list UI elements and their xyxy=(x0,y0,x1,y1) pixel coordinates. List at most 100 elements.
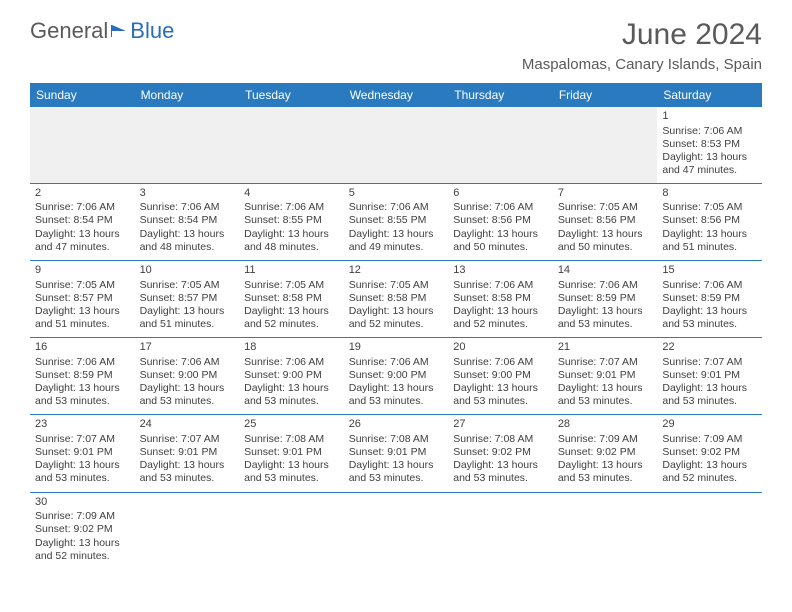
logo-text-general: General xyxy=(30,18,108,44)
sun-info: Sunrise: 7:08 AMSunset: 9:01 PMDaylight:… xyxy=(244,433,339,486)
day-number: 7 xyxy=(558,187,653,201)
calendar-day-cell: 13Sunrise: 7:06 AMSunset: 8:58 PMDayligh… xyxy=(448,260,553,337)
calendar-day-cell: 5Sunrise: 7:06 AMSunset: 8:55 PMDaylight… xyxy=(344,183,449,260)
day-number: 26 xyxy=(349,418,444,432)
sun-info: Sunrise: 7:06 AMSunset: 8:54 PMDaylight:… xyxy=(35,201,130,254)
calendar-day-cell xyxy=(344,492,449,569)
sun-info: Sunrise: 7:06 AMSunset: 9:00 PMDaylight:… xyxy=(349,356,444,409)
calendar-day-cell: 20Sunrise: 7:06 AMSunset: 9:00 PMDayligh… xyxy=(448,338,553,415)
day-number: 1 xyxy=(662,110,757,124)
sun-info: Sunrise: 7:06 AMSunset: 8:54 PMDaylight:… xyxy=(140,201,235,254)
weekday-header-row: Sunday Monday Tuesday Wednesday Thursday… xyxy=(30,83,762,107)
calendar-week-row: 2Sunrise: 7:06 AMSunset: 8:54 PMDaylight… xyxy=(30,183,762,260)
calendar-day-cell: 25Sunrise: 7:08 AMSunset: 9:01 PMDayligh… xyxy=(239,415,344,492)
calendar-week-row: 1Sunrise: 7:06 AMSunset: 8:53 PMDaylight… xyxy=(30,107,762,183)
calendar-day-cell xyxy=(135,492,240,569)
calendar-week-row: 9Sunrise: 7:05 AMSunset: 8:57 PMDaylight… xyxy=(30,260,762,337)
day-number: 24 xyxy=(140,418,235,432)
day-number: 14 xyxy=(558,264,653,278)
calendar-day-cell: 18Sunrise: 7:06 AMSunset: 9:00 PMDayligh… xyxy=(239,338,344,415)
day-number: 21 xyxy=(558,341,653,355)
day-number: 27 xyxy=(453,418,548,432)
calendar-day-cell: 29Sunrise: 7:09 AMSunset: 9:02 PMDayligh… xyxy=(657,415,762,492)
day-number: 3 xyxy=(140,187,235,201)
calendar-week-row: 23 Sunrise: 7:07 AMSunset: 9:01 PMDayligh… xyxy=(30,415,762,492)
sun-info: Sunrise: 7:07 AMSunset: 9:01 PMDaylight:… xyxy=(662,356,757,409)
calendar-day-cell: 26Sunrise: 7:08 AMSunset: 9:01 PMDayligh… xyxy=(344,415,449,492)
day-number: 12 xyxy=(349,264,444,278)
calendar-day-cell: 28Sunrise: 7:09 AMSunset: 9:02 PMDayligh… xyxy=(553,415,658,492)
sun-info: Sunrise: 7:05 AMSunset: 8:58 PMDaylight:… xyxy=(244,279,339,332)
calendar-day-cell xyxy=(239,107,344,183)
sun-info: Sunrise: 7:05 AMSunset: 8:57 PMDaylight:… xyxy=(35,279,130,332)
weekday-header: Saturday xyxy=(657,83,762,107)
calendar-day-cell: 15Sunrise: 7:06 AMSunset: 8:59 PMDayligh… xyxy=(657,260,762,337)
calendar-day-cell: 30Sunrise: 7:09 AMSunset: 9:02 PMDayligh… xyxy=(30,492,135,569)
sun-info: Sunrise: 7:09 AMSunset: 9:02 PMDaylight:… xyxy=(662,433,757,486)
calendar-day-cell: 10Sunrise: 7:05 AMSunset: 8:57 PMDayligh… xyxy=(135,260,240,337)
day-number: 28 xyxy=(558,418,653,432)
logo: General Blue xyxy=(30,18,174,44)
calendar-day-cell xyxy=(657,492,762,569)
day-number: 20 xyxy=(453,341,548,355)
calendar-day-cell: 3Sunrise: 7:06 AMSunset: 8:54 PMDaylight… xyxy=(135,183,240,260)
calendar-day-cell: 27Sunrise: 7:08 AMSunset: 9:02 PMDayligh… xyxy=(448,415,553,492)
sun-info: Sunrise: 7:08 AMSunset: 9:01 PMDaylight:… xyxy=(349,433,444,486)
weekday-header: Tuesday xyxy=(239,83,344,107)
month-title: June 2024 xyxy=(522,18,762,52)
day-number: 25 xyxy=(244,418,339,432)
weekday-header: Monday xyxy=(135,83,240,107)
day-number: 11 xyxy=(244,264,339,278)
weekday-header: Sunday xyxy=(30,83,135,107)
calendar-day-cell: 2Sunrise: 7:06 AMSunset: 8:54 PMDaylight… xyxy=(30,183,135,260)
sun-info: Sunrise: 7:05 AMSunset: 8:57 PMDaylight:… xyxy=(140,279,235,332)
location: Maspalomas, Canary Islands, Spain xyxy=(522,56,762,73)
calendar-week-row: 16Sunrise: 7:06 AMSunset: 8:59 PMDayligh… xyxy=(30,338,762,415)
calendar-day-cell xyxy=(448,492,553,569)
calendar-day-cell: 22Sunrise: 7:07 AMSunset: 9:01 PMDayligh… xyxy=(657,338,762,415)
sun-info: Sunrise: 7:05 AMSunset: 8:58 PMDaylight:… xyxy=(349,279,444,332)
calendar-day-cell xyxy=(135,107,240,183)
calendar-day-cell: 11Sunrise: 7:05 AMSunset: 8:58 PMDayligh… xyxy=(239,260,344,337)
day-number: 29 xyxy=(662,418,757,432)
sun-info: Sunrise: 7:07 AMSunset: 9:01 PMDaylight:… xyxy=(558,356,653,409)
header: General Blue June 2024 Maspalomas, Canar… xyxy=(0,0,792,77)
sun-info: Sunrise: 7:09 AMSunset: 9:02 PMDaylight:… xyxy=(558,433,653,486)
calendar-day-cell: 7Sunrise: 7:05 AMSunset: 8:56 PMDaylight… xyxy=(553,183,658,260)
calendar-day-cell: 17Sunrise: 7:06 AMSunset: 9:00 PMDayligh… xyxy=(135,338,240,415)
sun-info: Sunrise: 7:06 AMSunset: 9:00 PMDaylight:… xyxy=(453,356,548,409)
day-number: 16 xyxy=(35,341,130,355)
sun-info: Sunrise: 7:08 AMSunset: 9:02 PMDaylight:… xyxy=(453,433,548,486)
calendar-week-row: 30Sunrise: 7:09 AMSunset: 9:02 PMDayligh… xyxy=(30,492,762,569)
sun-info: Sunrise: 7:06 AMSunset: 8:59 PMDaylight:… xyxy=(35,356,130,409)
sun-info: Sunrise: 7:09 AMSunset: 9:02 PMDaylight:… xyxy=(35,510,130,563)
day-number: 18 xyxy=(244,341,339,355)
calendar-day-cell xyxy=(30,107,135,183)
calendar-day-cell: 19Sunrise: 7:06 AMSunset: 9:00 PMDayligh… xyxy=(344,338,449,415)
sun-info: Sunrise: 7:05 AMSunset: 8:56 PMDaylight:… xyxy=(662,201,757,254)
calendar-day-cell: 14Sunrise: 7:06 AMSunset: 8:59 PMDayligh… xyxy=(553,260,658,337)
sun-info: Sunrise: 7:06 AMSunset: 8:56 PMDaylight:… xyxy=(453,201,548,254)
day-number: 13 xyxy=(453,264,548,278)
calendar-day-cell: 12Sunrise: 7:05 AMSunset: 8:58 PMDayligh… xyxy=(344,260,449,337)
calendar-day-cell xyxy=(553,492,658,569)
calendar-day-cell: 6Sunrise: 7:06 AMSunset: 8:56 PMDaylight… xyxy=(448,183,553,260)
weekday-header: Friday xyxy=(553,83,658,107)
calendar-day-cell: 24Sunrise: 7:07 AMSunset: 9:01 PMDayligh… xyxy=(135,415,240,492)
sun-info: Sunrise: 7:06 AMSunset: 9:00 PMDaylight:… xyxy=(140,356,235,409)
sun-info: Sunrise: 7:07 AMSunset: 9:01 PMDaylight:… xyxy=(140,433,235,486)
sun-info: Sunrise: 7:05 AMSunset: 8:56 PMDaylight:… xyxy=(558,201,653,254)
day-number: 22 xyxy=(662,341,757,355)
calendar-table: Sunday Monday Tuesday Wednesday Thursday… xyxy=(30,83,762,569)
flag-icon xyxy=(110,24,128,38)
day-number: 23 xyxy=(35,418,130,432)
day-number: 10 xyxy=(140,264,235,278)
calendar-day-cell xyxy=(553,107,658,183)
calendar-day-cell: 4Sunrise: 7:06 AMSunset: 8:55 PMDaylight… xyxy=(239,183,344,260)
day-number: 9 xyxy=(35,264,130,278)
sun-info: Sunrise: 7:06 AMSunset: 9:00 PMDaylight:… xyxy=(244,356,339,409)
calendar-day-cell: 8Sunrise: 7:05 AMSunset: 8:56 PMDaylight… xyxy=(657,183,762,260)
calendar-day-cell: 16Sunrise: 7:06 AMSunset: 8:59 PMDayligh… xyxy=(30,338,135,415)
sun-info: Sunrise: 7:06 AMSunset: 8:59 PMDaylight:… xyxy=(662,279,757,332)
day-number: 4 xyxy=(244,187,339,201)
